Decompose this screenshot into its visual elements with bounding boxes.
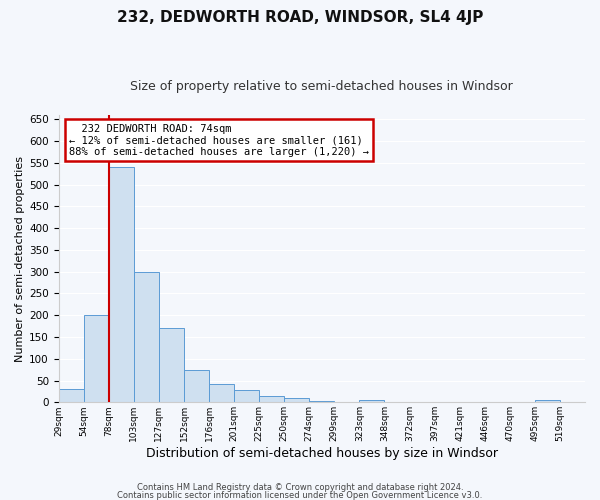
Bar xyxy=(259,396,284,402)
Y-axis label: Number of semi-detached properties: Number of semi-detached properties xyxy=(15,156,25,362)
Bar xyxy=(535,400,560,402)
Text: 232 DEDWORTH ROAD: 74sqm
← 12% of semi-detached houses are smaller (161)
88% of : 232 DEDWORTH ROAD: 74sqm ← 12% of semi-d… xyxy=(69,124,369,157)
Bar xyxy=(84,315,109,402)
Text: Contains public sector information licensed under the Open Government Licence v3: Contains public sector information licen… xyxy=(118,490,482,500)
Bar xyxy=(359,400,385,402)
Text: Contains HM Land Registry data © Crown copyright and database right 2024.: Contains HM Land Registry data © Crown c… xyxy=(137,484,463,492)
Title: Size of property relative to semi-detached houses in Windsor: Size of property relative to semi-detach… xyxy=(130,80,513,93)
Bar xyxy=(184,370,209,402)
Bar xyxy=(234,390,259,402)
Bar xyxy=(134,272,159,402)
Bar xyxy=(284,398,309,402)
Bar xyxy=(209,384,234,402)
Text: 232, DEDWORTH ROAD, WINDSOR, SL4 4JP: 232, DEDWORTH ROAD, WINDSOR, SL4 4JP xyxy=(117,10,483,25)
X-axis label: Distribution of semi-detached houses by size in Windsor: Distribution of semi-detached houses by … xyxy=(146,447,498,460)
Bar xyxy=(59,389,84,402)
Bar xyxy=(109,167,134,402)
Bar xyxy=(159,328,184,402)
